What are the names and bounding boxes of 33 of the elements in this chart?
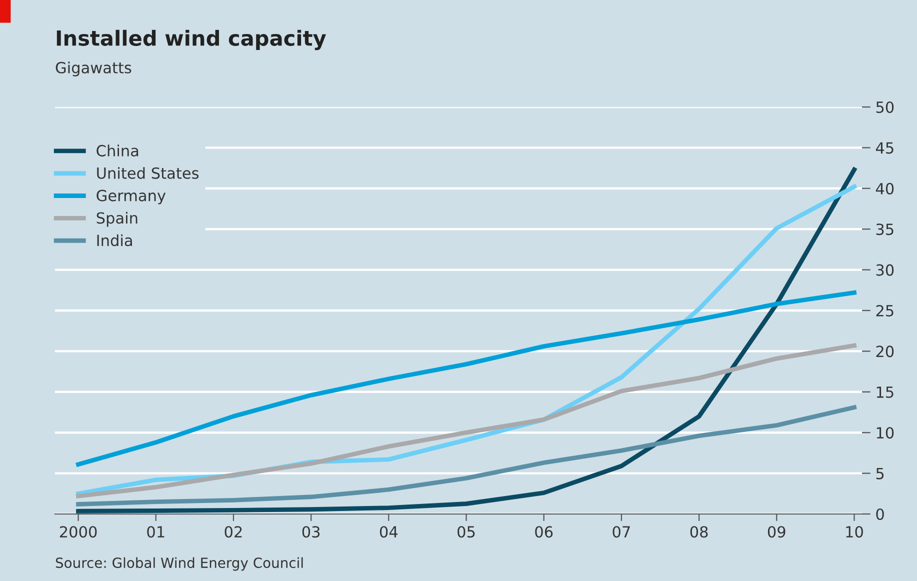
x-tick-label: 05 [458,526,475,538]
chart-title: Installed wind capacity [56,30,326,50]
x-tick-label: 08 [690,526,708,538]
legend-label: India [97,234,132,246]
x-tick-label: 03 [302,526,320,538]
legend-label: China [96,144,138,156]
y-tick-label: 35 [876,224,894,236]
x-tick-label: 04 [380,526,398,538]
chart-subtitle: Gigawatts [56,62,132,76]
y-tick-label: 5 [876,468,884,480]
x-tick-label: 02 [224,526,242,538]
source-note: Source: Global Wind Energy Council [56,557,303,571]
y-tick-label: 30 [876,264,894,276]
x-tick-label: 01 [147,526,164,538]
y-tick-label: 50 [876,101,894,114]
y-tick-label: 20 [876,346,894,358]
line-series [76,290,856,467]
x-tick-label: 06 [535,526,553,538]
y-tick-label: 0 [876,508,884,520]
x-tick-label: 2000 [60,526,97,538]
line-series [76,343,856,498]
x-tick-label: 10 [846,526,863,538]
y-tick-label: 15 [876,386,894,398]
legend-label: Spain [96,212,138,227]
legend-label: United States [97,167,199,179]
x-tick-label: 07 [612,526,630,538]
y-tick-label: 25 [876,304,894,317]
line-series [76,405,856,506]
x-tick-label: 09 [768,526,786,538]
legend-label: Germany [96,190,166,204]
y-tick-label: 45 [876,142,894,154]
y-tick-label: 40 [876,182,894,194]
y-tick-label: 10 [876,427,894,439]
